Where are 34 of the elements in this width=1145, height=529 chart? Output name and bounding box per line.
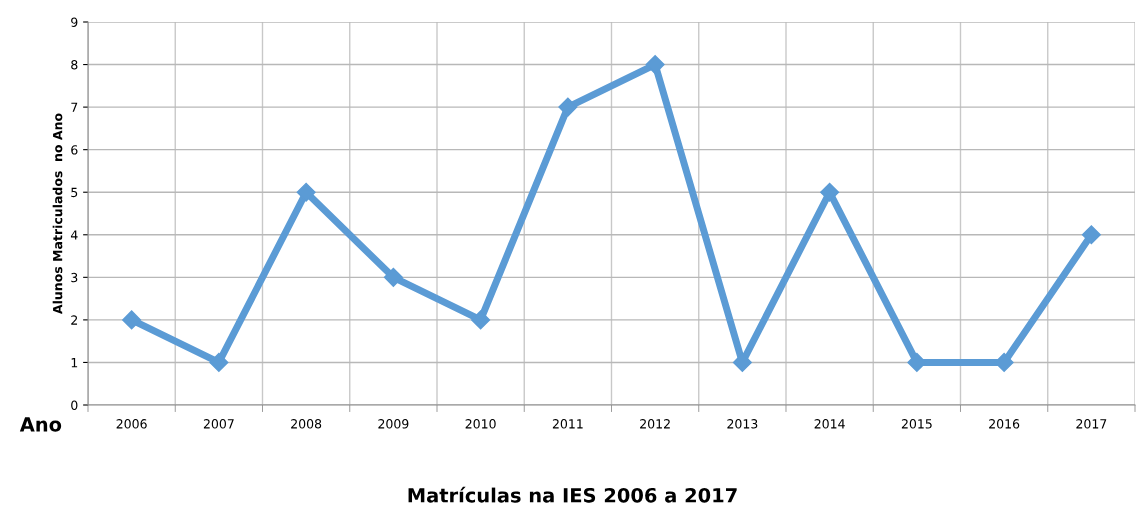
x-tick-label: 2012 (640, 419, 670, 429)
y-tick-label: 9 (71, 17, 78, 27)
y-axis-title: Alunos Matriculados no Ano (52, 113, 63, 315)
y-tick-label: 1 (71, 358, 78, 368)
point (209, 352, 229, 372)
y-tick-label: 8 (71, 60, 78, 70)
y-tick-label: 2 (71, 315, 78, 325)
x-tick-label: 2009 (378, 419, 409, 429)
x-tick-label: 2017 (1076, 419, 1107, 429)
x-tick-label: 2011 (552, 419, 583, 429)
x-tick-label: 2010 (465, 419, 496, 429)
x-tick-label: 2006 (116, 419, 147, 429)
point (383, 267, 403, 287)
point (645, 55, 665, 75)
x-tick-label: 2007 (203, 419, 234, 429)
y-tick-label: 0 (71, 400, 78, 410)
y-tick-label: 3 (71, 272, 78, 283)
x-tick-label: 2015 (901, 419, 932, 429)
point (471, 310, 491, 330)
point (820, 182, 840, 202)
x-tick-label: 2013 (727, 419, 758, 429)
x-tick-label: 2008 (291, 419, 322, 429)
y-tick-label: 5 (71, 187, 78, 198)
point (1081, 225, 1101, 245)
point (122, 310, 142, 330)
x-axis-title: Ano (19, 417, 62, 432)
y-tick-label: 4 (70, 230, 78, 240)
x-tick-label: 2016 (989, 419, 1020, 429)
point (296, 182, 316, 202)
point (558, 97, 578, 117)
x-tick-label: 2014 (814, 419, 845, 429)
y-tick-label: 7 (71, 102, 78, 112)
text: Matrículas na IES 2006 a 2017 (408, 486, 737, 503)
y-tick-label: 6 (71, 145, 78, 155)
